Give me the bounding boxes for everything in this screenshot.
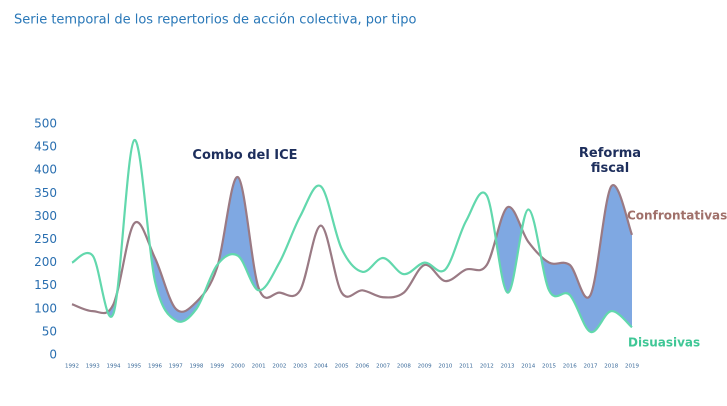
x-tick-label: 2007 bbox=[376, 364, 390, 370]
x-tick-label: 2012 bbox=[480, 364, 494, 370]
y-tick-label: 100 bbox=[34, 301, 57, 315]
x-tick-label: 2006 bbox=[355, 364, 369, 370]
x-tick-label: 2008 bbox=[397, 364, 411, 370]
x-tick-label: 2019 bbox=[625, 364, 639, 370]
x-tick-label: 1999 bbox=[210, 364, 224, 370]
x-tick-label: 1995 bbox=[127, 364, 141, 370]
x-tick-label: 2018 bbox=[604, 364, 618, 370]
x-tick-label: 1993 bbox=[86, 364, 100, 370]
series-line bbox=[71, 176, 634, 315]
y-tick-label: 400 bbox=[34, 163, 57, 177]
x-tick-label: 1997 bbox=[169, 364, 183, 370]
y-tick-label: 150 bbox=[34, 278, 57, 292]
y-tick-label: 350 bbox=[34, 186, 57, 200]
y-tick-label: 300 bbox=[34, 209, 57, 223]
y-tick-label: 250 bbox=[34, 232, 57, 246]
y-tick-label: 450 bbox=[34, 140, 57, 154]
x-tick-label: 2015 bbox=[542, 364, 556, 370]
x-tick-label: 2005 bbox=[335, 364, 349, 370]
x-tick-label: 2011 bbox=[459, 364, 473, 370]
x-tick-label: 2000 bbox=[231, 364, 245, 370]
y-tick-label: 200 bbox=[34, 255, 57, 269]
y-tick-label: 500 bbox=[34, 117, 57, 131]
x-tick-label: 2010 bbox=[438, 364, 452, 370]
x-tick-label: 2002 bbox=[272, 364, 286, 370]
x-tick-label: 2013 bbox=[501, 364, 515, 370]
series-label: Confrontativas bbox=[627, 209, 727, 223]
x-tick-label: 1998 bbox=[189, 364, 203, 370]
x-tick-label: 2016 bbox=[563, 364, 577, 370]
x-tick-label: 1992 bbox=[65, 364, 79, 370]
annotation: Combo del ICE bbox=[192, 148, 298, 163]
x-tick-label: 2014 bbox=[521, 364, 535, 370]
y-tick-label: 50 bbox=[42, 324, 57, 338]
x-tick-label: 2001 bbox=[252, 364, 266, 370]
x-tick-label: 1996 bbox=[148, 364, 162, 370]
x-tick-label: 2009 bbox=[418, 364, 432, 370]
chart-title: Serie temporal de los repertorios de acc… bbox=[14, 13, 416, 28]
annotation: Reforma fiscal bbox=[578, 146, 642, 176]
x-tick-label: 2003 bbox=[293, 364, 307, 370]
x-tick-label: 1994 bbox=[106, 364, 120, 370]
series-label: Disuasivas bbox=[628, 336, 700, 350]
x-tick-label: 2004 bbox=[314, 364, 328, 370]
series-line bbox=[71, 139, 633, 334]
y-tick-label: 0 bbox=[49, 348, 57, 362]
x-tick-label: 2017 bbox=[584, 364, 598, 370]
